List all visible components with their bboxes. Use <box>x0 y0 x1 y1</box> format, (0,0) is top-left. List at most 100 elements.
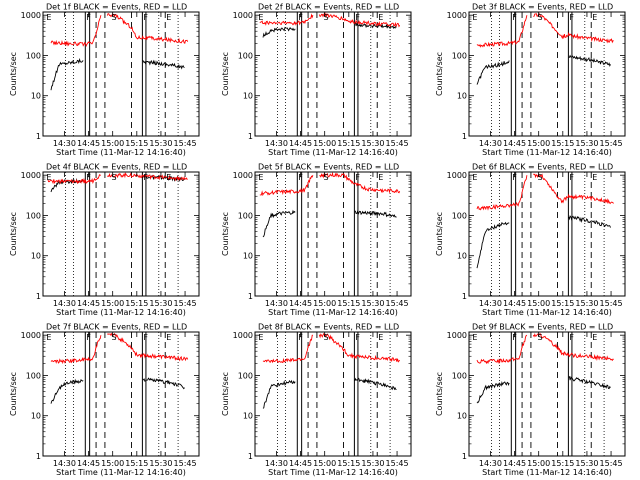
plot-frame <box>468 11 626 137</box>
x-tick-label: 15:45 <box>174 459 197 468</box>
event-marker-label: F <box>298 173 303 182</box>
y-tick-label: 100 <box>452 51 467 60</box>
y-tick-label: 10 <box>31 252 41 261</box>
events-series-line <box>568 215 611 228</box>
y-tick-label: 1000 <box>233 11 253 20</box>
y-tick-label: 1000 <box>447 331 467 340</box>
x-tick-label: 14:30 <box>479 459 502 468</box>
event-marker-label: E <box>258 173 263 182</box>
event-marker-label: E <box>592 13 597 22</box>
x-tick-label: 15:15 <box>337 459 360 468</box>
plot-frame <box>254 11 412 137</box>
event-marker-label: F <box>512 173 517 182</box>
x-tick-label: 15:15 <box>337 139 360 148</box>
event-marker-label: E <box>258 13 263 22</box>
y-axis-label: Counts/sec <box>221 52 230 96</box>
lld-series-line <box>476 15 528 48</box>
plot-area <box>50 332 189 456</box>
x-tick-label: 14:30 <box>53 299 76 308</box>
event-marker-label: E <box>592 333 597 342</box>
x-tick-label: 15:00 <box>527 459 550 468</box>
lld-series-line <box>318 12 401 28</box>
x-tick-label: 15:00 <box>527 139 550 148</box>
y-axis-label: Counts/sec <box>435 372 444 416</box>
event-marker-label: F <box>512 333 517 342</box>
events-series-line <box>476 221 510 269</box>
event-marker-label: S <box>324 173 329 182</box>
lld-series-line <box>318 333 401 363</box>
lld-series-line <box>533 13 614 44</box>
events-series-line <box>476 60 510 85</box>
x-tick-label: 15:45 <box>386 299 409 308</box>
panel-title: Det 8f BLACK = Events, RED = LLD <box>258 323 399 332</box>
x-tick-label: 15:30 <box>361 299 384 308</box>
event-marker-label: F <box>569 333 574 342</box>
plot-frame <box>254 171 412 297</box>
event-marker-label: F <box>143 13 148 22</box>
y-tick-label: 1000 <box>21 171 41 180</box>
y-tick-label: 1 <box>36 132 41 141</box>
y-tick-label: 1 <box>248 452 253 461</box>
x-tick-label: 14:45 <box>289 139 312 148</box>
y-tick-label: 1 <box>462 132 467 141</box>
event-marker-label: F <box>86 13 91 22</box>
event-marker-label: E <box>166 333 171 342</box>
x-tick-label: 15:30 <box>361 459 384 468</box>
y-tick-label: 1 <box>462 292 467 301</box>
x-axis-label: Start Time (11-Mar-12 14:16:40) <box>56 468 186 477</box>
event-marker-label: S <box>538 173 543 182</box>
event-marker-label: S <box>112 13 117 22</box>
panel-title: Det 9f BLACK = Events, RED = LLD <box>472 323 613 332</box>
y-tick-label: 1 <box>462 452 467 461</box>
event-marker-label: E <box>46 333 51 342</box>
x-axis-label: Start Time (11-Mar-12 14:16:40) <box>482 148 612 157</box>
y-tick-label: 1000 <box>447 11 467 20</box>
y-tick-label: 10 <box>31 92 41 101</box>
plot-frame <box>254 331 412 457</box>
y-tick-label: 10 <box>457 412 467 421</box>
x-axis-label: Start Time (11-Mar-12 14:16:40) <box>268 468 398 477</box>
y-tick-label: 10 <box>243 412 253 421</box>
x-tick-label: 14:30 <box>53 139 76 148</box>
events-series-line <box>568 54 611 67</box>
events-series-line <box>262 209 296 238</box>
lld-series-line <box>47 174 101 185</box>
y-tick-label: 1000 <box>21 331 41 340</box>
events-series-line <box>354 21 397 30</box>
x-axis-label: Start Time (11-Mar-12 14:16:40) <box>56 148 186 157</box>
event-marker-label: S <box>112 333 117 342</box>
x-tick-label: 15:15 <box>551 459 574 468</box>
y-tick-label: 100 <box>238 51 253 60</box>
plot-frame <box>42 331 200 457</box>
event-marker-label: F <box>512 13 517 22</box>
x-tick-label: 15:30 <box>149 299 172 308</box>
event-marker-label: S <box>324 13 329 22</box>
x-tick-label: 15:00 <box>313 139 336 148</box>
lld-series-line <box>262 334 313 364</box>
x-tick-label: 15:45 <box>600 459 623 468</box>
x-tick-label: 15:30 <box>575 459 598 468</box>
plot-area <box>262 332 401 456</box>
x-tick-label: 14:45 <box>77 459 100 468</box>
plot-area <box>47 172 188 296</box>
x-tick-label: 14:30 <box>479 299 502 308</box>
event-marker-label: F <box>298 333 303 342</box>
panel-title: Det 4f BLACK = Events, RED = LLD <box>46 163 187 172</box>
y-axis-label: Counts/sec <box>9 372 18 416</box>
event-marker-label: E <box>46 173 51 182</box>
x-axis-label: Start Time (11-Mar-12 14:16:40) <box>56 308 186 317</box>
x-tick-label: 14:30 <box>53 459 76 468</box>
event-marker-label: S <box>538 13 543 22</box>
plot-frame <box>468 331 626 457</box>
x-tick-label: 15:15 <box>551 139 574 148</box>
panel-title: Det 6f BLACK = Events, RED = LLD <box>472 163 613 172</box>
event-marker-label: E <box>378 173 383 182</box>
x-tick-label: 15:15 <box>125 299 148 308</box>
x-axis-label: Start Time (11-Mar-12 14:16:40) <box>482 468 612 477</box>
event-marker-label: E <box>378 13 383 22</box>
